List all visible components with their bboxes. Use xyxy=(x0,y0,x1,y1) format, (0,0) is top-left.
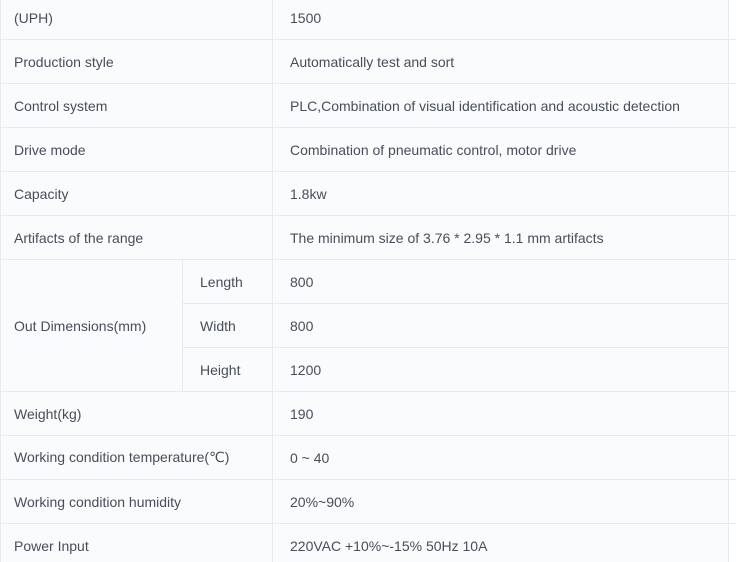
dimension-label: Height xyxy=(183,348,273,391)
spec-row-power-input: Power Input 220VAC +10%~-15% 50Hz 10A xyxy=(1,524,736,562)
spec-row-capacity: Capacity 1.8kw xyxy=(1,172,736,216)
spec-value: Automatically test and sort xyxy=(273,40,729,83)
spec-value: PLC,Combination of visual identification… xyxy=(273,84,729,127)
spec-value: 20%~90% xyxy=(273,480,729,523)
dimension-value: 800 xyxy=(273,260,729,303)
spec-row-weight: Weight(kg) 190 xyxy=(1,392,736,436)
spec-value: 0 ~ 40 xyxy=(273,436,729,479)
spec-label: Working condition temperature(℃) xyxy=(1,436,273,479)
spec-label: Artifacts of the range xyxy=(1,216,273,259)
dimension-label: Length xyxy=(183,260,273,303)
spec-value: 220VAC +10%~-15% 50Hz 10A xyxy=(273,524,729,562)
dimension-value: 800 xyxy=(273,304,729,347)
spec-value: The minimum size of 3.76 * 2.95 * 1.1 mm… xyxy=(273,216,729,259)
spec-label: Drive mode xyxy=(1,128,273,171)
spec-label: Control system xyxy=(1,84,273,127)
spec-label: Weight(kg) xyxy=(1,392,273,435)
spec-row-artifacts-range: Artifacts of the range The minimum size … xyxy=(1,216,736,260)
spec-label: Power Input xyxy=(1,524,273,562)
spec-row-control-system: Control system PLC,Combination of visual… xyxy=(1,84,736,128)
spec-label: Working condition humidity xyxy=(1,480,273,523)
spec-row-out-dimensions: Out Dimensions(mm) Length 800 Width 800 … xyxy=(1,260,736,392)
spec-label: Capacity xyxy=(1,172,273,215)
spec-row-working-humidity: Working condition humidity 20%~90% xyxy=(1,480,736,524)
spec-label: (UPH) xyxy=(1,0,273,39)
spec-group-label: Out Dimensions(mm) xyxy=(1,260,183,391)
spec-row-uph: (UPH) 1500 xyxy=(1,0,736,40)
spec-value: 1500 xyxy=(273,0,729,39)
spec-value: Combination of pneumatic control, motor … xyxy=(273,128,729,171)
dimension-sub-row-length: Length 800 xyxy=(183,260,729,304)
dimension-sub-row-width: Width 800 xyxy=(183,304,729,348)
spec-row-working-temperature: Working condition temperature(℃) 0 ~ 40 xyxy=(1,436,736,480)
spec-row-drive-mode: Drive mode Combination of pneumatic cont… xyxy=(1,128,736,172)
dimension-value: 1200 xyxy=(273,348,729,391)
dimension-label: Width xyxy=(183,304,273,347)
dimension-sub-row-height: Height 1200 xyxy=(183,348,729,391)
spec-label: Production style xyxy=(1,40,273,83)
spec-row-production-style: Production style Automatically test and … xyxy=(1,40,736,84)
spec-value: 190 xyxy=(273,392,729,435)
dimensions-sub-table: Length 800 Width 800 Height 1200 xyxy=(183,260,729,391)
spec-value: 1.8kw xyxy=(273,172,729,215)
